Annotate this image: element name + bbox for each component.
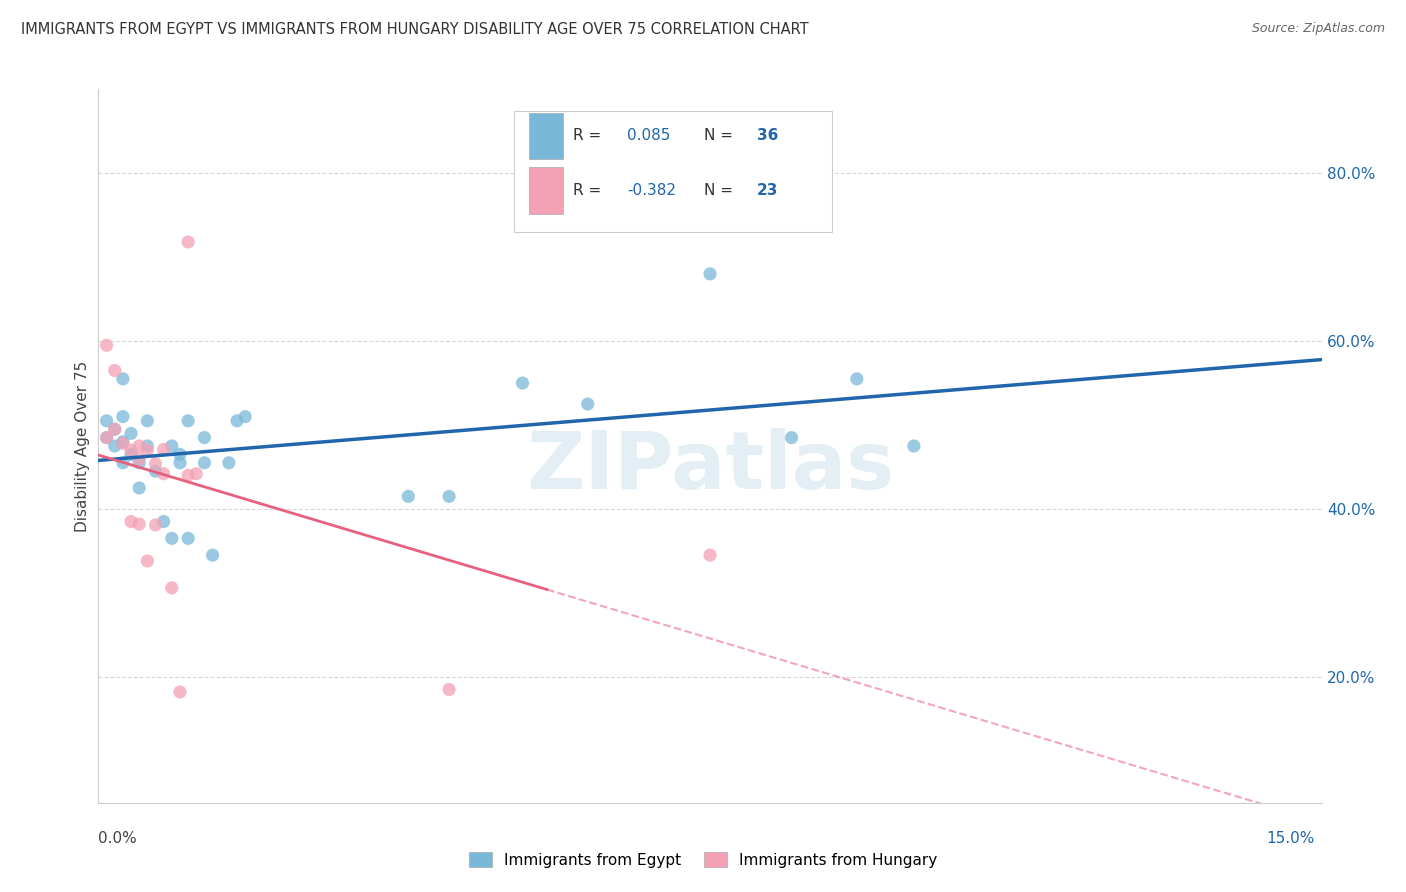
Point xyxy=(96,431,118,445)
Point xyxy=(169,456,191,470)
Text: 23: 23 xyxy=(756,183,778,198)
Point xyxy=(128,439,150,453)
Point xyxy=(186,467,208,481)
Point xyxy=(104,422,127,436)
Point xyxy=(120,447,142,461)
Bar xyxy=(529,112,564,159)
Point xyxy=(201,548,224,562)
Point xyxy=(437,682,460,697)
Text: Source: ZipAtlas.com: Source: ZipAtlas.com xyxy=(1251,22,1385,36)
Point xyxy=(136,554,159,568)
Point xyxy=(780,431,803,445)
Point xyxy=(111,434,134,449)
Text: -0.382: -0.382 xyxy=(627,183,676,198)
Point xyxy=(145,457,167,471)
Point xyxy=(699,548,721,562)
Point xyxy=(136,439,159,453)
Point xyxy=(104,439,127,453)
Text: 15.0%: 15.0% xyxy=(1267,831,1315,846)
Point xyxy=(136,443,159,458)
Point xyxy=(396,489,419,503)
Point xyxy=(193,456,215,470)
Point xyxy=(96,414,118,428)
Point xyxy=(145,517,167,532)
Legend: Immigrants from Egypt, Immigrants from Hungary: Immigrants from Egypt, Immigrants from H… xyxy=(461,844,945,875)
Point xyxy=(177,532,200,546)
Text: N =: N = xyxy=(704,128,738,144)
Point xyxy=(169,447,191,461)
Point xyxy=(152,515,174,529)
Point xyxy=(111,456,134,470)
Text: ZIPatlas: ZIPatlas xyxy=(526,428,894,507)
Point xyxy=(512,376,534,390)
Point xyxy=(96,431,118,445)
Text: IMMIGRANTS FROM EGYPT VS IMMIGRANTS FROM HUNGARY DISABILITY AGE OVER 75 CORRELAT: IMMIGRANTS FROM EGYPT VS IMMIGRANTS FROM… xyxy=(21,22,808,37)
Point xyxy=(845,372,868,386)
Point xyxy=(437,489,460,503)
Point xyxy=(96,338,118,352)
Point xyxy=(160,532,183,546)
Y-axis label: Disability Age Over 75: Disability Age Over 75 xyxy=(75,360,90,532)
Text: 0.0%: 0.0% xyxy=(98,831,138,846)
Point xyxy=(160,439,183,453)
Point xyxy=(576,397,599,411)
Point xyxy=(145,464,167,478)
Text: R =: R = xyxy=(574,128,606,144)
Point xyxy=(111,372,134,386)
Point xyxy=(120,443,142,458)
Point xyxy=(128,451,150,466)
Bar xyxy=(529,168,564,214)
Point xyxy=(193,431,215,445)
Point xyxy=(177,468,200,483)
Point xyxy=(104,422,127,436)
Point xyxy=(699,267,721,281)
Point xyxy=(152,442,174,457)
Text: N =: N = xyxy=(704,183,738,198)
Point xyxy=(104,363,127,377)
Point xyxy=(177,235,200,249)
Point xyxy=(120,426,142,441)
Text: R =: R = xyxy=(574,183,606,198)
Text: 36: 36 xyxy=(756,128,778,144)
Point xyxy=(128,517,150,532)
Point xyxy=(160,581,183,595)
Point xyxy=(152,467,174,481)
Point xyxy=(128,481,150,495)
Text: 0.085: 0.085 xyxy=(627,128,671,144)
Point xyxy=(136,414,159,428)
Point xyxy=(111,436,134,450)
Point xyxy=(120,515,142,529)
FancyBboxPatch shape xyxy=(515,111,832,232)
Point xyxy=(177,414,200,428)
Point xyxy=(169,685,191,699)
Point xyxy=(233,409,256,424)
Point xyxy=(226,414,249,428)
Point xyxy=(128,456,150,470)
Point xyxy=(111,409,134,424)
Point xyxy=(903,439,925,453)
Point xyxy=(218,456,240,470)
